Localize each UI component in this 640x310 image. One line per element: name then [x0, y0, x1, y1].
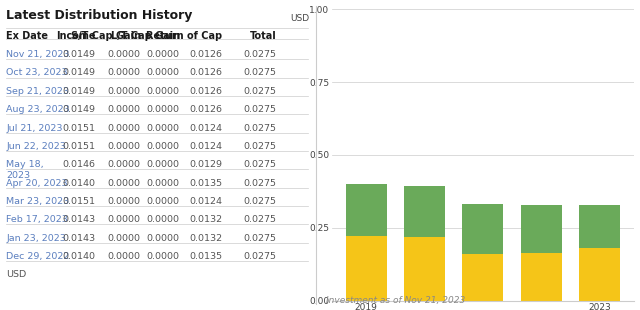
- Text: 0.0275: 0.0275: [243, 160, 276, 169]
- Bar: [404, 186, 445, 237]
- Text: 0.0000: 0.0000: [108, 69, 141, 78]
- Text: 0.0124: 0.0124: [189, 197, 222, 206]
- Text: Apr 20, 2023: Apr 20, 2023: [6, 179, 68, 188]
- Text: 0.0151: 0.0151: [62, 123, 95, 133]
- Text: 0.0000: 0.0000: [147, 105, 180, 114]
- Text: 0.0000: 0.0000: [108, 50, 141, 59]
- Text: 0.0275: 0.0275: [243, 215, 276, 224]
- Text: 0.0000: 0.0000: [147, 179, 180, 188]
- Text: 0.0151: 0.0151: [62, 197, 95, 206]
- Text: 0.0135: 0.0135: [189, 179, 222, 188]
- Text: 0.0146: 0.0146: [62, 160, 95, 169]
- Text: 0.0000: 0.0000: [108, 142, 141, 151]
- Text: 0.0000: 0.0000: [108, 215, 141, 224]
- Text: USD: USD: [6, 270, 27, 279]
- Text: 0.0135: 0.0135: [189, 252, 222, 261]
- Text: 0.0000: 0.0000: [147, 69, 180, 78]
- Text: 0.0275: 0.0275: [243, 252, 276, 261]
- Text: 0.0000: 0.0000: [108, 105, 141, 114]
- Text: 0.0000: 0.0000: [147, 50, 180, 59]
- Text: 0.0275: 0.0275: [243, 69, 276, 78]
- Text: 0.0000: 0.0000: [108, 123, 141, 133]
- Text: 0.0143: 0.0143: [62, 215, 95, 224]
- Bar: [346, 236, 387, 301]
- Text: Jan 23, 2023: Jan 23, 2023: [6, 234, 67, 243]
- Bar: [463, 254, 503, 301]
- Text: 0.0000: 0.0000: [147, 234, 180, 243]
- Text: Jul 21, 2023: Jul 21, 2023: [6, 123, 63, 133]
- Text: 0.0000: 0.0000: [147, 160, 180, 169]
- Text: 0.0275: 0.0275: [243, 105, 276, 114]
- Text: 0.0000: 0.0000: [147, 142, 180, 151]
- Text: Return of Cap: Return of Cap: [146, 31, 222, 41]
- Bar: [404, 237, 445, 301]
- Text: 0.0124: 0.0124: [189, 123, 222, 133]
- Text: 0.0000: 0.0000: [147, 87, 180, 96]
- Text: 0.0275: 0.0275: [243, 234, 276, 243]
- Text: 0.0140: 0.0140: [62, 179, 95, 188]
- Bar: [521, 205, 561, 254]
- Text: 0.0126: 0.0126: [189, 69, 222, 78]
- Text: 0.0126: 0.0126: [189, 50, 222, 59]
- Text: USD: USD: [290, 14, 309, 23]
- Text: May 18,
2023: May 18, 2023: [6, 160, 44, 180]
- Text: 0.0149: 0.0149: [62, 87, 95, 96]
- Text: 0.0275: 0.0275: [243, 50, 276, 59]
- Text: 0.0000: 0.0000: [108, 252, 141, 261]
- Text: 0.0129: 0.0129: [189, 160, 222, 169]
- Text: Aug 23, 2023: Aug 23, 2023: [6, 105, 70, 114]
- Text: 0.0000: 0.0000: [108, 197, 141, 206]
- Text: Total: Total: [250, 31, 276, 41]
- Text: Sep 21, 2023: Sep 21, 2023: [6, 87, 69, 96]
- Text: 0.0275: 0.0275: [243, 179, 276, 188]
- Text: Nov 21, 2023: Nov 21, 2023: [6, 50, 70, 59]
- Bar: [521, 254, 561, 301]
- Text: 0.0149: 0.0149: [62, 69, 95, 78]
- Text: L/T Cap Gain: L/T Cap Gain: [111, 31, 180, 41]
- Text: Oct 23, 2023: Oct 23, 2023: [6, 69, 68, 78]
- Text: Investment as of Nov 21, 2023: Investment as of Nov 21, 2023: [326, 296, 466, 305]
- Bar: [463, 204, 503, 254]
- Text: 0.0000: 0.0000: [147, 197, 180, 206]
- Text: 0.0124: 0.0124: [189, 142, 222, 151]
- Text: Feb 17, 2023: Feb 17, 2023: [6, 215, 68, 224]
- Text: 0.0275: 0.0275: [243, 197, 276, 206]
- Text: 0.0149: 0.0149: [62, 50, 95, 59]
- Text: 0.0143: 0.0143: [62, 234, 95, 243]
- Text: 0.0000: 0.0000: [108, 234, 141, 243]
- Text: 0.0126: 0.0126: [189, 105, 222, 114]
- Text: S/T Cap Gain: S/T Cap Gain: [70, 31, 141, 41]
- Text: Latest Distribution History: Latest Distribution History: [6, 9, 193, 22]
- Text: 0.0275: 0.0275: [243, 142, 276, 151]
- Bar: [346, 184, 387, 236]
- Text: Ex Date: Ex Date: [6, 31, 49, 41]
- Text: 0.0151: 0.0151: [62, 142, 95, 151]
- Text: Mar 23, 2023: Mar 23, 2023: [6, 197, 70, 206]
- Text: Income: Income: [56, 31, 95, 41]
- Text: 0.0000: 0.0000: [108, 87, 141, 96]
- Text: 0.0126: 0.0126: [189, 87, 222, 96]
- Text: 0.0149: 0.0149: [62, 105, 95, 114]
- Bar: [579, 205, 620, 248]
- Text: 0.0275: 0.0275: [243, 87, 276, 96]
- Text: 0.0000: 0.0000: [147, 252, 180, 261]
- Text: 0.0000: 0.0000: [147, 123, 180, 133]
- Text: Dec 29, 2022: Dec 29, 2022: [6, 252, 70, 261]
- Bar: [579, 248, 620, 301]
- Text: Jun 22, 2023: Jun 22, 2023: [6, 142, 67, 151]
- Text: 0.0132: 0.0132: [189, 215, 222, 224]
- Text: 0.0000: 0.0000: [108, 179, 141, 188]
- Text: 0.0140: 0.0140: [62, 252, 95, 261]
- Text: 0.0275: 0.0275: [243, 123, 276, 133]
- Text: 0.0132: 0.0132: [189, 234, 222, 243]
- Text: 0.0000: 0.0000: [147, 215, 180, 224]
- Text: 0.0000: 0.0000: [108, 160, 141, 169]
